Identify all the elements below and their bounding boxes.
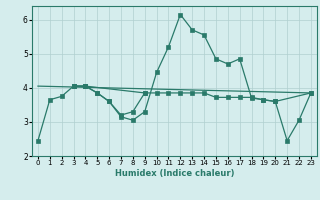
X-axis label: Humidex (Indice chaleur): Humidex (Indice chaleur) <box>115 169 234 178</box>
